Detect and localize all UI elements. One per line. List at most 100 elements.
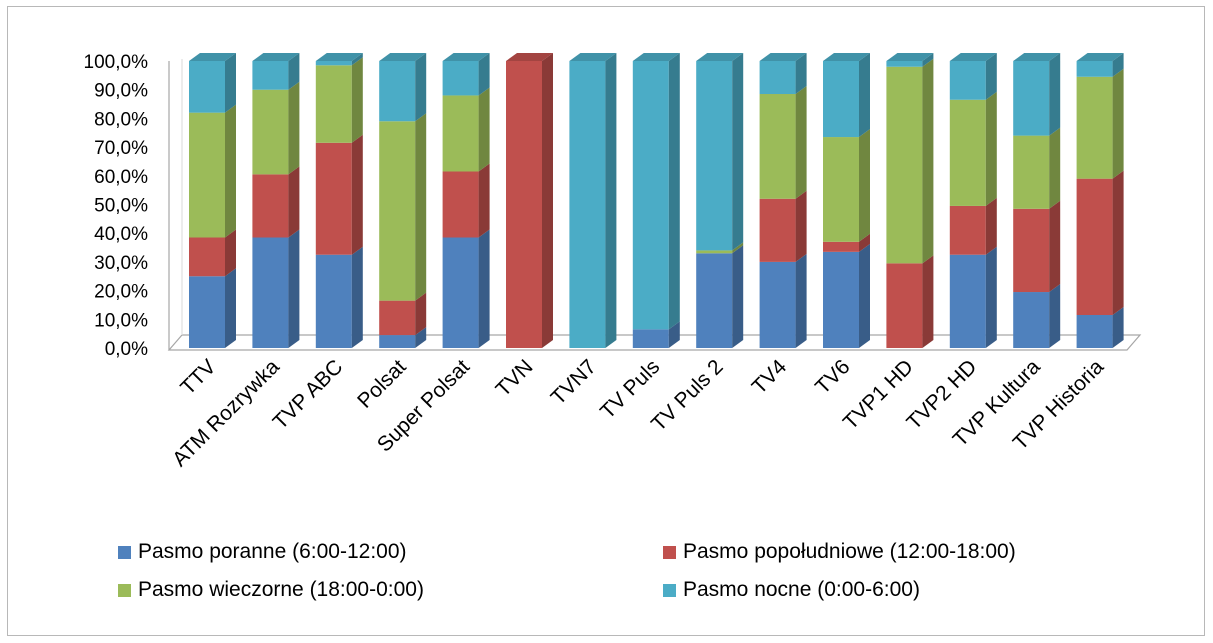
bar-top-face	[315, 53, 363, 61]
legend-item-wieczorne: Pasmo wieczorne (18:00-0:00)	[118, 578, 424, 602]
bar-segment-side	[351, 246, 363, 348]
bar-top-face	[632, 53, 680, 61]
bar-segment	[886, 61, 923, 67]
y-tick-label: 50,0%	[94, 196, 148, 217]
category-label: TVN7	[547, 355, 601, 409]
bar-segment	[315, 254, 352, 348]
bar-segment-side	[478, 53, 490, 96]
bar-segment	[949, 99, 986, 206]
bar-segment-side	[859, 129, 870, 242]
bar-segment	[1076, 61, 1113, 77]
bar-segment-side	[985, 197, 997, 255]
bar-segment	[696, 250, 733, 254]
bar-segment	[189, 112, 225, 238]
bar-segment	[442, 237, 479, 348]
bar-segment	[759, 198, 796, 262]
legend-swatch-poranne	[118, 545, 131, 559]
bar-segment-side	[225, 53, 236, 113]
bar-segment-side	[288, 229, 300, 348]
bar-segment	[632, 61, 669, 330]
y-tick-label: 60,0%	[94, 167, 148, 188]
bar-top-face	[379, 53, 427, 61]
bar-segment-side	[795, 53, 807, 95]
bar-segment-side	[1112, 306, 1124, 348]
bar-segment-side	[225, 268, 236, 348]
bar-segment	[252, 61, 289, 90]
legend-label-popoludniowe: Pasmo popołudniowe (12:00-18:00)	[683, 540, 1016, 563]
bar-segment-side	[668, 321, 680, 348]
legend-item-poranne: Pasmo poranne (6:00-12:00)	[118, 540, 407, 564]
bar-segment	[252, 174, 289, 238]
bar-segment	[632, 329, 669, 348]
bar-segment	[442, 95, 479, 172]
bar-segment	[252, 89, 289, 175]
bar-segment	[1013, 292, 1050, 348]
bar-top-face	[442, 53, 490, 61]
bar-segment-side	[859, 233, 870, 252]
bar-top-face	[696, 53, 744, 61]
bar-segment	[949, 205, 986, 255]
bar-segment-side	[1112, 68, 1124, 179]
y-tick-label: 0,0%	[105, 339, 148, 360]
bar-segment-side	[1049, 127, 1061, 209]
bar-top-face	[189, 53, 236, 61]
bar-segment-side	[351, 57, 363, 143]
bar-segment	[379, 335, 416, 348]
y-tick-label: 30,0%	[94, 253, 148, 274]
bar-segment-side	[478, 229, 490, 348]
bar-top-face	[569, 53, 617, 61]
bar-segment-side	[859, 53, 870, 138]
bar-segment	[759, 261, 796, 348]
bar-segment-side	[985, 91, 997, 206]
bar-segment-side	[415, 113, 427, 301]
legend-item-popoludniowe: Pasmo popołudniowe (12:00-18:00)	[663, 540, 1016, 564]
bar-top-face	[1013, 53, 1061, 61]
bar-segment	[823, 251, 859, 348]
bar-top-face	[759, 53, 807, 61]
bar-segment	[189, 276, 225, 348]
y-tick-label: 100,0%	[84, 52, 149, 73]
bar-segment-side	[1112, 170, 1124, 315]
bar-segment	[315, 65, 352, 143]
bar-segment-side	[1049, 53, 1061, 136]
bar-segment-side	[225, 229, 236, 277]
bar-segment-side	[415, 327, 427, 348]
y-tick-label: 70,0%	[94, 138, 148, 159]
bar-segment	[1013, 135, 1050, 209]
bar-segment-side	[478, 87, 490, 172]
bar-top-face	[252, 53, 300, 61]
bar-segment-side	[288, 81, 300, 175]
y-tick-label: 80,0%	[94, 109, 148, 130]
bar-segment	[442, 61, 479, 96]
bar-segment	[759, 61, 796, 95]
bar-segment	[252, 237, 289, 348]
bar-segment	[379, 300, 416, 336]
bar-segment	[886, 263, 923, 348]
bar-segment	[569, 61, 606, 348]
bar-segment-side	[985, 246, 997, 348]
bar-segment	[949, 254, 986, 348]
category-label: TTV	[176, 355, 220, 399]
bar-segment-side	[795, 86, 807, 199]
category-label: Polsat	[353, 355, 411, 413]
bar-segment	[759, 94, 796, 199]
bar-segment	[1013, 208, 1050, 293]
bar-segment	[1076, 314, 1113, 348]
y-tick-label: 90,0%	[94, 81, 148, 102]
bar-segment-side	[922, 255, 934, 348]
bar-segment-side	[1049, 200, 1061, 293]
bar-segment	[379, 61, 416, 122]
bar-segment	[823, 137, 859, 242]
bar-segment-side	[732, 242, 744, 254]
bar-segment-side	[795, 253, 807, 348]
bar-segment-side	[795, 190, 807, 262]
bar-segment	[696, 61, 733, 251]
bar-segment-side	[351, 134, 363, 255]
bar-segment	[442, 171, 479, 238]
bar-segment-side	[922, 53, 934, 67]
y-tick-label: 10,0%	[94, 310, 148, 331]
legend-swatch-popoludniowe	[663, 545, 676, 559]
bar-segment	[1076, 76, 1113, 179]
legend-label-nocne: Pasmo nocne (0:00-6:00)	[683, 578, 920, 601]
legend-label-poranne: Pasmo poranne (6:00-12:00)	[138, 540, 407, 563]
